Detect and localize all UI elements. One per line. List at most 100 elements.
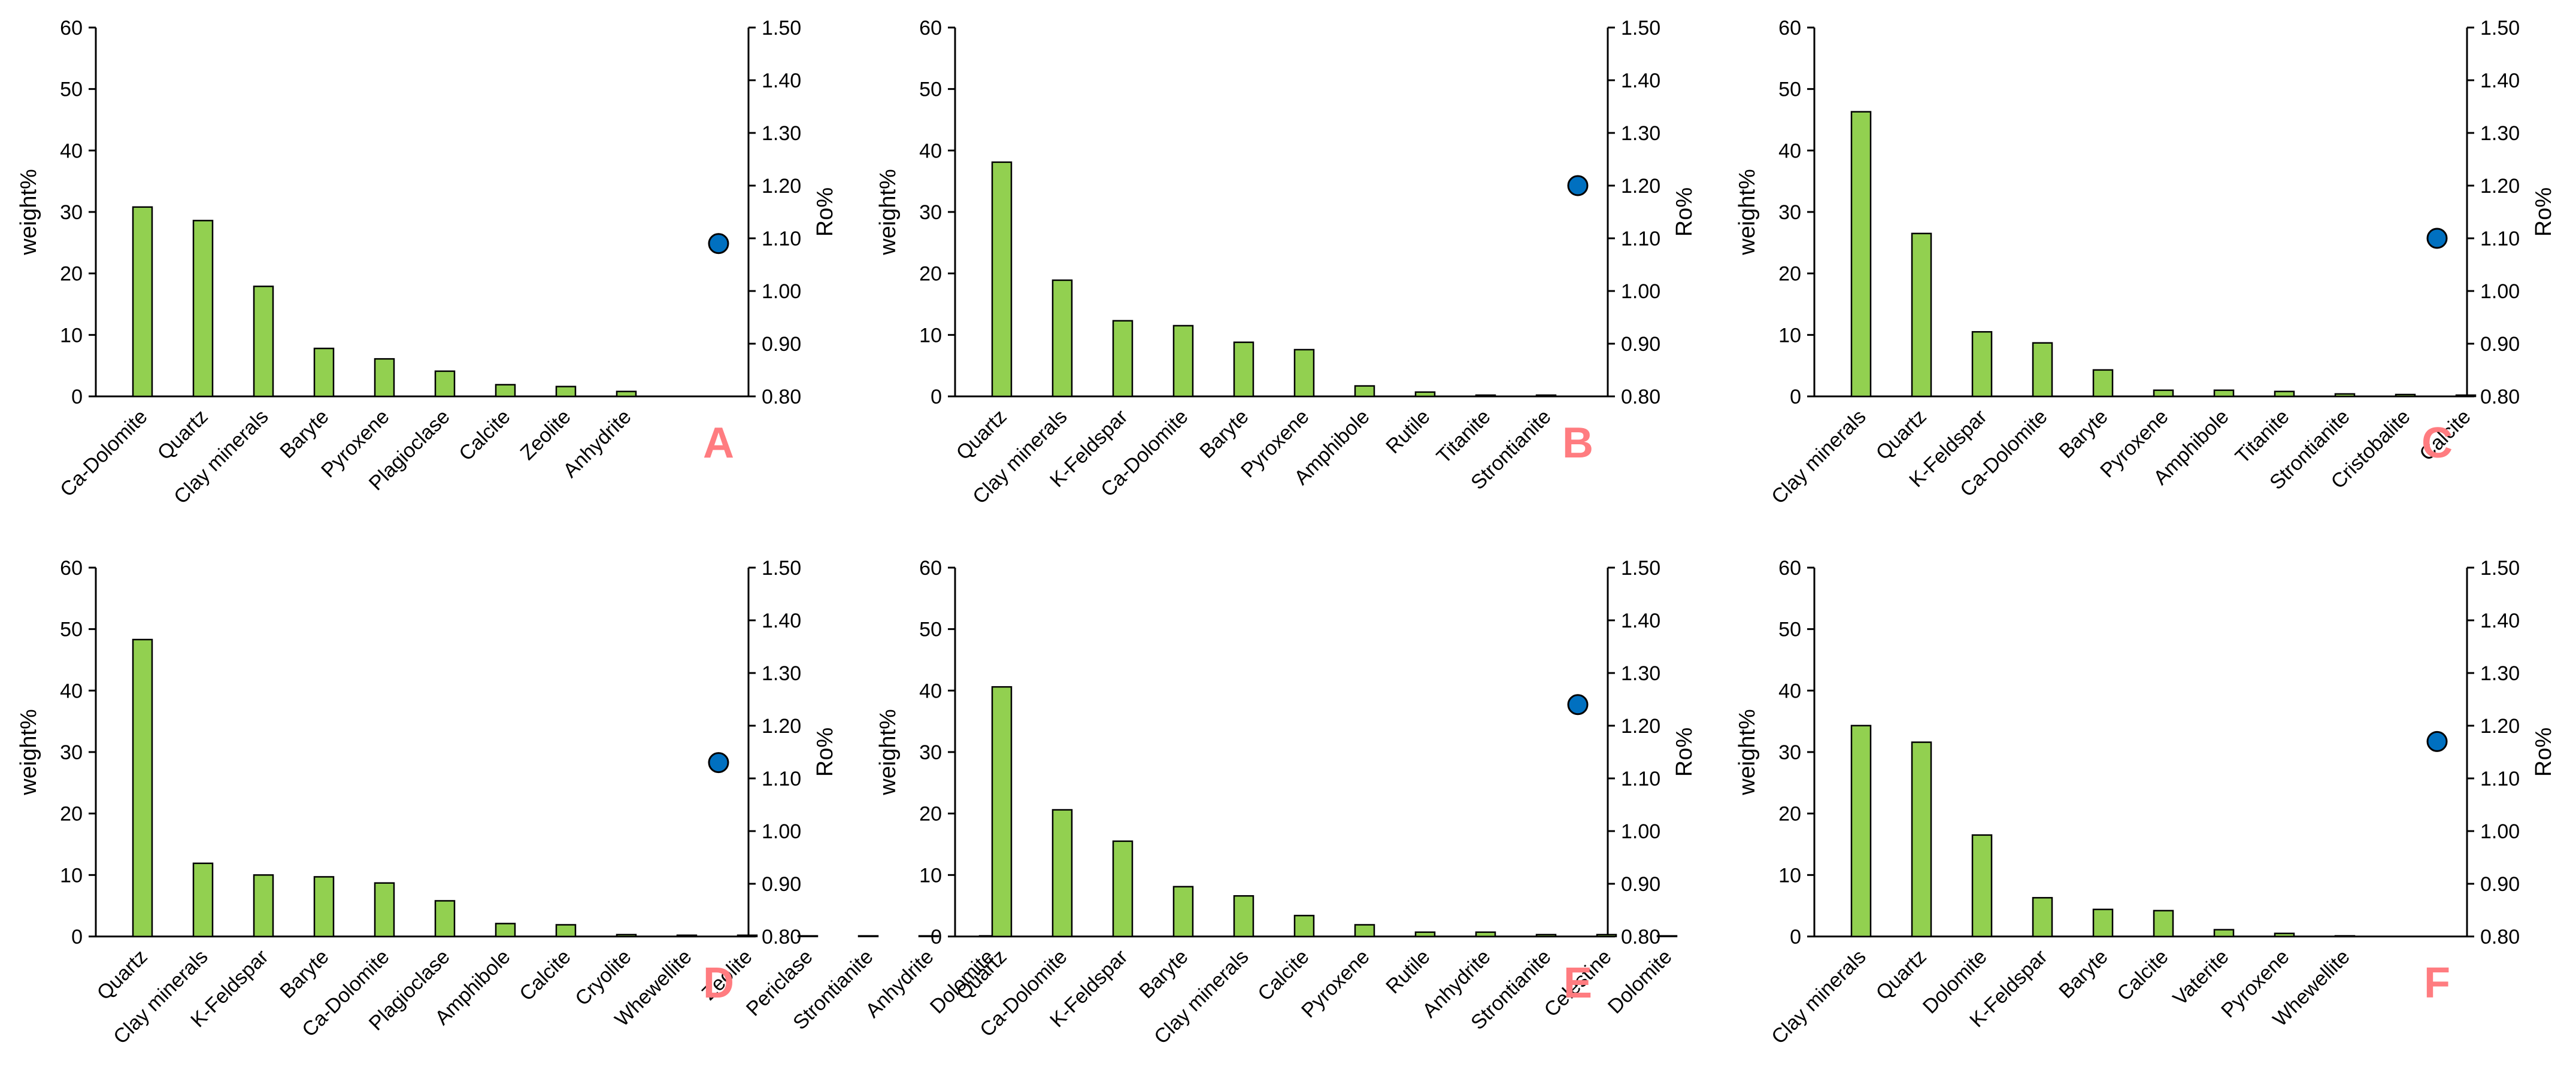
y2-tick-label: 1.30 — [1621, 662, 1660, 685]
bar — [1172, 325, 1194, 398]
category-label: Baryte — [2054, 405, 2112, 463]
bar — [1414, 391, 1436, 398]
bar — [991, 161, 1013, 398]
category-label: Baryte — [1135, 945, 1192, 1003]
bar — [1172, 886, 1194, 938]
bar — [1971, 331, 1993, 398]
category-label: Dolomite — [1604, 945, 1677, 1018]
bar — [616, 933, 637, 938]
bar — [1112, 320, 1134, 398]
y-tick-label: 20 — [1778, 803, 1801, 826]
y-tick-label: 60 — [1778, 557, 1801, 580]
ro-marker — [2426, 730, 2448, 752]
bar — [2455, 394, 2477, 398]
y2-tick-label: 1.10 — [2480, 228, 2520, 250]
y-tick-label: 50 — [1778, 619, 1801, 641]
category-label: Rutile — [1381, 945, 1434, 998]
y2-tick-label: 1.00 — [1621, 280, 1660, 303]
y2-tick-label: 1.30 — [762, 662, 801, 685]
y2-tick-label: 0.90 — [762, 873, 801, 896]
y-tick-label: 10 — [60, 864, 83, 887]
ro-marker — [2426, 228, 2448, 249]
bar — [1112, 840, 1134, 938]
y-tick-label: 20 — [1778, 263, 1801, 286]
bar — [991, 686, 1013, 938]
bar — [1535, 933, 1557, 938]
y2-tick-label: 1.40 — [762, 610, 801, 632]
y2-tick-label: 1.50 — [762, 557, 801, 580]
bar — [374, 882, 395, 938]
y2-tick-label: 1.00 — [1621, 820, 1660, 843]
bar — [1414, 931, 1436, 938]
panel-letter: B — [1562, 419, 1593, 467]
y2-tick-label: 0.80 — [1621, 926, 1660, 948]
category-label: Quartz — [1872, 405, 1931, 465]
y2-tick-label: 1.00 — [762, 820, 801, 843]
bar — [555, 924, 577, 938]
y-axis-title: weight% — [16, 709, 41, 796]
y-tick-label: 60 — [60, 17, 83, 40]
y2-tick-label: 1.50 — [2480, 557, 2520, 580]
y-tick-label: 10 — [60, 324, 83, 347]
category-label: Clay minerals — [1767, 945, 1871, 1049]
y2-axis-title: Ro% — [1672, 187, 1697, 237]
bar — [1971, 834, 1993, 938]
ro-marker — [708, 233, 729, 254]
bar — [2092, 369, 2114, 398]
bar — [1293, 914, 1315, 938]
y-tick-label: 40 — [1778, 680, 1801, 702]
y-tick-label: 30 — [1778, 201, 1801, 224]
y2-tick-label: 0.90 — [2480, 873, 2520, 896]
bar — [1475, 931, 1496, 938]
y-tick-label: 40 — [919, 140, 942, 162]
bar — [374, 358, 395, 398]
bar — [1850, 111, 1872, 398]
y-axis-title: weight% — [16, 169, 41, 256]
bar — [2032, 897, 2053, 938]
panel-letter: C — [2422, 419, 2453, 467]
y-tick-label: 10 — [1778, 864, 1801, 887]
bar — [2213, 929, 2235, 938]
category-label: Quartz — [153, 405, 213, 465]
bar — [434, 370, 456, 398]
y2-tick-label: 1.40 — [762, 69, 801, 92]
y2-tick-label: 1.20 — [1621, 715, 1660, 738]
y2-tick-label: 1.20 — [762, 175, 801, 198]
y-tick-label: 60 — [919, 557, 942, 580]
y2-tick-label: 1.00 — [762, 280, 801, 303]
y-tick-label: 10 — [919, 324, 942, 347]
y2-tick-label: 1.10 — [762, 228, 801, 250]
y2-tick-label: 1.30 — [762, 122, 801, 145]
y-tick-label: 40 — [60, 680, 83, 702]
y2-axis-title: Ro% — [1672, 728, 1697, 777]
y2-tick-label: 0.80 — [2480, 926, 2520, 948]
bar — [2153, 910, 2174, 938]
y2-tick-label: 1.30 — [2480, 122, 2520, 145]
chart-panel-f: 0 10 20 30 40 50 60 0.80 0.90 1.00 1.10 1.20 1.30 1.4… — [1735, 557, 2556, 1048]
y-tick-label: 20 — [919, 803, 942, 826]
y-tick-label: 0 — [1790, 926, 1801, 948]
y-tick-label: 20 — [919, 263, 942, 286]
bar — [2274, 932, 2295, 938]
category-label: Baryte — [1195, 405, 1253, 463]
bar — [1233, 895, 1254, 938]
y2-tick-label: 1.10 — [1621, 768, 1660, 790]
y2-tick-label: 1.30 — [2480, 662, 2520, 685]
bar — [313, 876, 335, 938]
bar — [1293, 348, 1315, 398]
y2-tick-label: 1.10 — [2480, 768, 2520, 790]
bar — [1596, 933, 1617, 938]
bar — [253, 874, 274, 938]
ro-marker — [1567, 175, 1589, 196]
bar — [2032, 342, 2053, 398]
y2-axis-title: Ro% — [2531, 187, 2556, 237]
y2-tick-label: 0.80 — [1621, 386, 1660, 408]
y-tick-label: 60 — [1778, 17, 1801, 40]
category-label: Baryte — [275, 405, 333, 463]
category-label: Quartz — [952, 405, 1011, 465]
y2-tick-label: 1.00 — [2480, 820, 2520, 843]
y-axis-title: weight% — [1735, 709, 1760, 796]
y-tick-label: 0 — [71, 926, 83, 948]
y2-tick-label: 1.30 — [1621, 122, 1660, 145]
